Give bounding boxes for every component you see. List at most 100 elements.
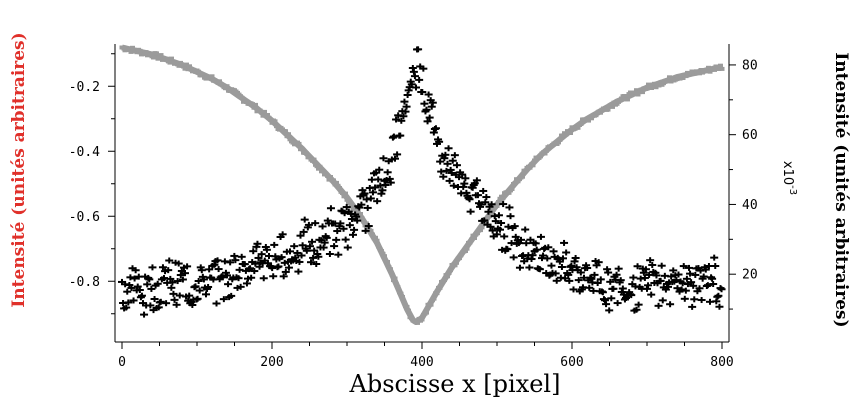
gray-point — [151, 55, 156, 60]
black-point — [297, 252, 306, 259]
black-point — [418, 89, 427, 96]
black-point — [123, 288, 132, 295]
black-point — [601, 297, 609, 304]
black-point — [305, 243, 314, 250]
black-point — [576, 269, 585, 276]
gray-point — [500, 196, 506, 201]
x-axis-ticks: 0 200 400 600 800 — [118, 342, 734, 370]
black-point — [569, 286, 578, 293]
black-point — [330, 243, 339, 250]
black-point — [133, 283, 142, 290]
black-point — [450, 152, 459, 159]
black-point — [409, 68, 418, 75]
black-point — [257, 251, 266, 258]
gray-point — [611, 100, 617, 105]
gray-point — [185, 67, 191, 72]
black-point — [318, 223, 327, 230]
black-point — [130, 275, 139, 282]
black-point — [191, 283, 200, 290]
black-point — [458, 171, 467, 178]
black-point — [342, 204, 351, 211]
black-point — [460, 180, 469, 187]
gray-point — [605, 107, 611, 112]
gray-point — [680, 76, 686, 80]
gray-point — [437, 285, 443, 290]
black-point — [598, 289, 607, 296]
x-tick-label: 600 — [560, 355, 583, 370]
gray-point — [184, 62, 189, 67]
black-point — [672, 277, 681, 284]
black-point — [307, 259, 315, 266]
gray-point — [560, 133, 566, 138]
black-point — [564, 271, 573, 278]
black-point — [290, 243, 299, 250]
black-point — [274, 263, 283, 270]
black-point — [293, 249, 302, 256]
gray-point — [454, 260, 459, 265]
gray-point — [530, 163, 536, 168]
gray-point — [157, 55, 162, 60]
gray-point — [268, 117, 273, 122]
black-point — [552, 277, 561, 284]
gray-point — [715, 64, 720, 69]
gray-point — [334, 180, 339, 185]
left-axis-ticks: -0.2 -0.4 -0.6 -0.8 — [69, 53, 115, 315]
black-point — [681, 287, 690, 294]
black-point — [429, 129, 438, 136]
black-point — [644, 282, 653, 289]
black-point — [169, 290, 178, 297]
black-point — [452, 162, 461, 169]
gray-point — [343, 191, 348, 196]
black-point — [269, 273, 278, 280]
black-point — [703, 282, 712, 289]
black-point — [386, 179, 395, 186]
black-point — [500, 233, 509, 240]
black-point — [448, 157, 457, 164]
gray-point — [331, 178, 336, 183]
black-point — [592, 262, 601, 269]
gray-point — [506, 190, 512, 195]
black-point — [680, 295, 689, 302]
black-point — [641, 266, 650, 273]
gray-point — [578, 122, 584, 126]
black-point — [632, 306, 641, 313]
gray-point — [512, 181, 518, 185]
black-point — [445, 177, 454, 184]
black-point — [574, 277, 583, 284]
black-point — [531, 240, 540, 247]
black-point — [562, 249, 571, 256]
black-point — [701, 266, 710, 273]
black-point — [146, 302, 155, 309]
gray-series-line — [121, 44, 723, 325]
black-point — [594, 259, 603, 266]
black-point — [298, 242, 307, 249]
gray-point — [325, 173, 330, 178]
gray-point — [575, 125, 581, 130]
x-tick-label: 200 — [260, 355, 283, 370]
black-point — [361, 227, 370, 234]
black-point — [174, 260, 183, 267]
black-point — [590, 271, 599, 278]
gray-point — [470, 233, 476, 238]
gray-point — [169, 56, 174, 61]
black-point — [491, 218, 500, 225]
gray-point — [379, 249, 384, 254]
gray-point — [359, 216, 365, 221]
x-axis-label: Abscisse x [pixel] — [349, 370, 561, 398]
black-point — [685, 264, 693, 271]
right-tick-label: 40 — [742, 198, 758, 213]
black-point — [154, 304, 163, 311]
black-point — [690, 296, 699, 303]
gray-point — [262, 109, 267, 114]
black-point — [633, 263, 642, 270]
gray-point — [478, 228, 483, 233]
gray-point — [340, 191, 345, 195]
black-point — [565, 277, 574, 284]
black-point — [679, 263, 688, 270]
black-point — [603, 266, 612, 273]
gray-point — [523, 168, 528, 173]
black-point — [461, 175, 470, 182]
black-point — [488, 227, 497, 234]
black-point — [251, 260, 260, 267]
gray-point — [448, 268, 453, 273]
